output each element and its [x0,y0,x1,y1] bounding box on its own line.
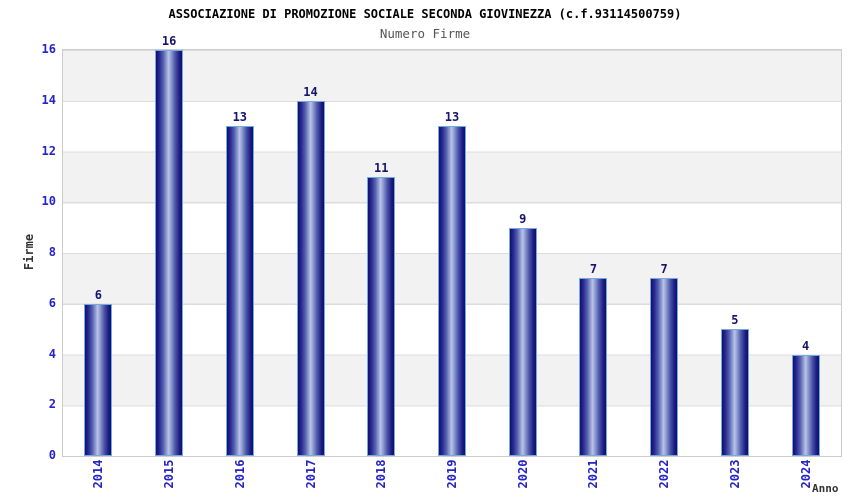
x-axis-title: Anno [812,482,839,495]
x-tick-label-2017: 2017 [303,459,318,489]
bar-2017 [296,100,325,456]
bar-2022 [650,278,679,456]
x-tick-label-2019: 2019 [445,459,459,489]
y-tick-label: 0 [48,448,56,462]
bar-value-label-2017: 14 [303,84,318,99]
bar-value-label-2018: 11 [374,160,389,175]
x-tick-label-2015: 2015 [162,459,177,489]
bar-value-label-2020: 9 [519,211,527,226]
bar-2018 [367,176,396,456]
x-tick-label-2016: 2016 [232,459,247,489]
y-tick-label: 6 [48,295,56,310]
bar-2023 [720,329,749,456]
bar-value-label-2015: 16 [161,34,177,48]
x-tick-label-2018: 2018 [374,459,389,489]
y-tick-label: 12 [41,143,56,158]
y-tick-label: 8 [48,245,56,259]
bar-2020 [508,227,537,456]
x-tick-label-2023: 2023 [727,459,742,489]
chart-title: ASSOCIAZIONE DI PROMOZIONE SOCIALE SECON… [168,7,682,21]
bar-value-label-2022: 7 [660,262,668,277]
x-tick-label-2014: 2014 [91,459,106,489]
plot-area: 6 16 13 14 11 13 9 7 7 5 4 [62,34,842,457]
y-tick-label: 10 [41,194,56,209]
bar-value-label-2016: 13 [232,110,248,125]
bar-value-label-2019: 13 [444,110,460,125]
bar-value-label-2024: 4 [802,338,810,353]
y-tick-label: 14 [41,92,56,107]
x-tick-label-2020: 2020 [515,459,530,489]
x-tick-label-2024: 2024 [798,459,813,489]
x-tick-label-2021: 2021 [586,459,601,489]
bar-value-label-2014: 6 [94,287,102,302]
bar-2024 [791,354,820,456]
bar-value-label-2021: 7 [589,262,598,277]
bar-2016 [225,126,254,456]
y-tick-label: 4 [48,346,56,361]
y-tick-label: 16 [41,42,56,56]
bar-2021 [579,278,608,456]
bar-2014 [84,303,113,456]
x-tick-label-2022: 2022 [657,459,672,489]
bar-value-label-2023: 5 [731,313,739,328]
chart-subtitle: Numero Firme [379,26,471,41]
y-tick-label: 2 [48,397,56,412]
bar-2015 [155,50,184,456]
bar-2019 [438,126,466,456]
